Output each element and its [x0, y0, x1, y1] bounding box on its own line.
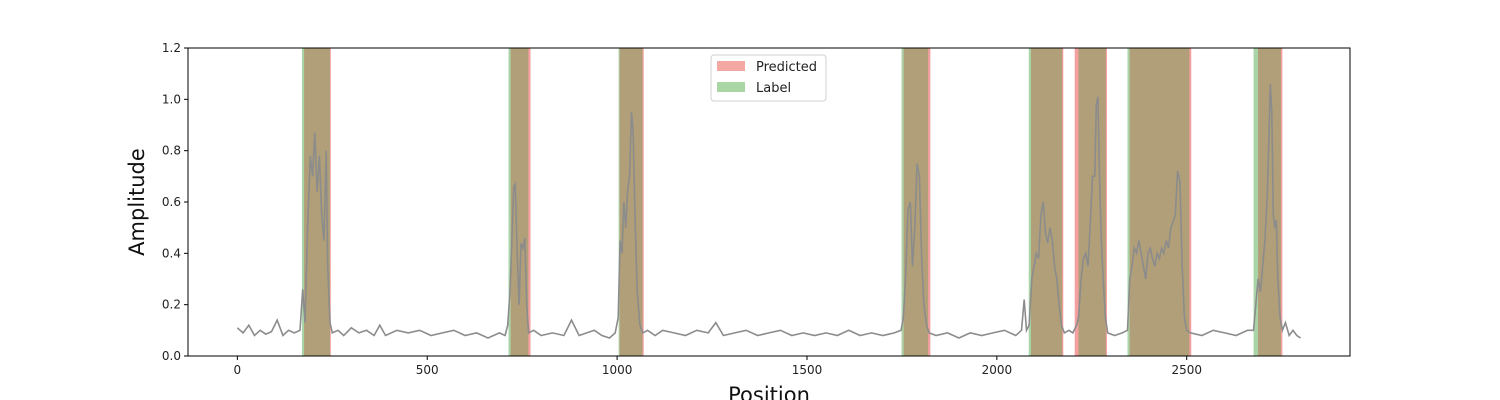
y-tick-label-6: 1.2 [162, 41, 181, 55]
y-tick-label-3: 0.6 [162, 195, 181, 209]
overlap-region-7 [1258, 48, 1281, 356]
overlap-region-1 [510, 48, 529, 356]
y-tick-label-5: 1.0 [162, 92, 181, 106]
x-axis: 0 500 1000 1500 2000 2500 [234, 356, 1202, 377]
y-axis: 0.0 0.2 0.4 0.6 0.8 1.0 1.2 [162, 41, 188, 363]
x-tick-label-1500: 1500 [792, 363, 823, 377]
y-tick-label-0: 0.0 [162, 349, 181, 363]
x-tick-label-500: 500 [416, 363, 439, 377]
legend-label-label: Label [756, 81, 791, 96]
signal-line [236, 83, 1302, 339]
x-axis-title: Position [728, 383, 810, 400]
legend: Predicted Label [710, 54, 827, 102]
legend-label-predicted: Predicted [756, 60, 817, 75]
legend-swatch-label [717, 82, 745, 92]
y-axis-title: Amplitude [125, 148, 149, 256]
y-tick-label-1: 0.2 [162, 298, 181, 312]
x-tick-label-1000: 1000 [602, 363, 633, 377]
y-tick-label-4: 0.8 [162, 144, 181, 158]
x-tick-label-2000: 2000 [982, 363, 1013, 377]
y-tick-label-2: 0.4 [162, 246, 181, 260]
overlap-region-5 [1078, 48, 1106, 356]
x-tick-label-0: 0 [234, 363, 242, 377]
overlap-region-4 [1031, 48, 1063, 356]
legend-swatch-predicted [717, 61, 745, 71]
x-tick-label-2500: 2500 [1171, 363, 1202, 377]
overlap-region-6 [1129, 48, 1190, 356]
